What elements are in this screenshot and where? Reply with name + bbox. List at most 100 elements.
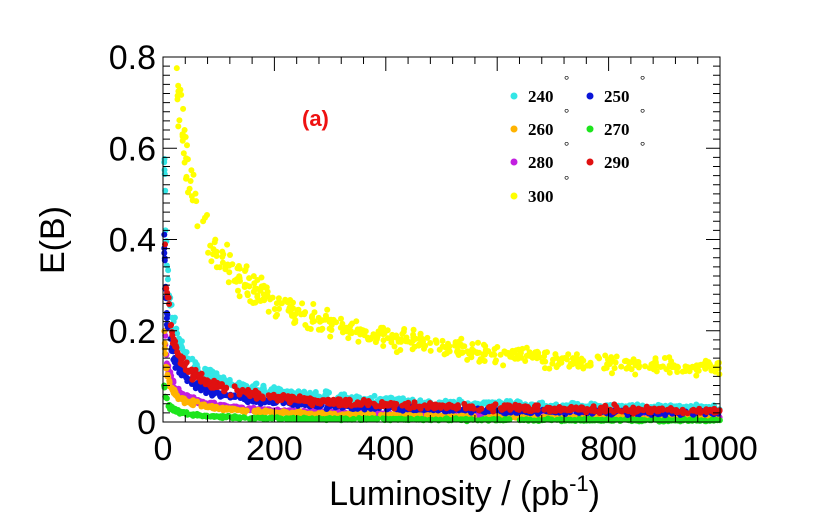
data-point-300 — [642, 363, 648, 370]
data-point-300 — [475, 339, 481, 346]
data-point-300 — [700, 361, 707, 367]
data-point-240 — [324, 388, 331, 395]
data-point-300 — [346, 329, 353, 336]
data-point-300 — [235, 287, 241, 294]
data-point-290 — [177, 360, 184, 367]
data-point-300 — [550, 356, 556, 363]
legend-marker-270 — [586, 125, 594, 133]
data-point-290 — [180, 354, 186, 361]
data-point-300 — [411, 343, 418, 350]
data-point-290 — [427, 401, 434, 408]
data-point-260 — [251, 407, 258, 414]
data-point-240 — [162, 187, 169, 194]
data-point-300 — [341, 327, 347, 334]
data-point-290 — [433, 404, 439, 411]
data-point-300 — [180, 150, 187, 157]
data-point-290 — [174, 349, 181, 356]
data-point-300 — [179, 133, 186, 140]
data-point-300 — [207, 242, 214, 249]
data-point-300 — [714, 360, 721, 367]
data-point-300 — [613, 353, 620, 360]
data-point-290 — [567, 405, 574, 412]
data-point-290 — [622, 405, 629, 412]
data-point-250 — [182, 372, 188, 379]
data-point-300 — [653, 368, 660, 375]
data-point-290 — [630, 404, 637, 411]
data-point-270 — [310, 416, 317, 423]
legend-marker-250 — [586, 92, 594, 100]
data-point-300 — [298, 311, 305, 318]
data-point-300 — [632, 371, 639, 378]
data-point-300 — [494, 344, 501, 350]
data-point-290 — [461, 400, 468, 407]
data-point-300 — [180, 105, 187, 112]
data-point-300 — [421, 345, 427, 352]
data-point-300 — [634, 359, 641, 366]
data-point-290 — [520, 403, 527, 410]
data-point-300 — [205, 249, 212, 256]
x-tick-label: 200 — [246, 430, 303, 468]
legend-degree: ° — [640, 72, 645, 87]
data-point-300 — [271, 306, 278, 312]
data-point-290 — [645, 407, 652, 414]
data-point-270 — [183, 409, 190, 416]
data-point-300 — [250, 288, 257, 295]
data-point-270 — [478, 416, 484, 423]
data-point-300 — [184, 142, 190, 149]
y-tick-label: 0.6 — [109, 130, 156, 168]
data-point-270 — [305, 416, 311, 422]
data-point-300 — [459, 349, 465, 356]
data-point-290 — [166, 301, 173, 307]
data-point-300 — [311, 309, 318, 316]
data-point-300 — [611, 365, 618, 372]
x-axis-title-sup: -1 — [569, 471, 589, 496]
data-point-300 — [398, 337, 405, 344]
data-point-300 — [193, 198, 200, 205]
data-point-300 — [224, 241, 231, 248]
data-point-290 — [325, 396, 331, 403]
data-point-300 — [454, 348, 460, 355]
data-point-240 — [356, 394, 363, 401]
data-point-300 — [485, 348, 492, 355]
data-point-300 — [552, 351, 559, 358]
data-point-300 — [661, 355, 668, 361]
x-tick-label: 1000 — [682, 430, 758, 468]
data-point-300 — [188, 193, 195, 200]
data-point-260 — [179, 395, 186, 402]
data-point-300 — [393, 332, 400, 339]
data-point-300 — [618, 363, 625, 370]
data-point-240 — [178, 338, 185, 345]
data-point-300 — [292, 311, 299, 317]
data-point-300 — [258, 274, 265, 281]
data-point-300 — [427, 340, 434, 346]
x-tick-label: 800 — [580, 430, 637, 468]
x-tick-label: 0 — [154, 430, 173, 468]
data-point-300 — [378, 324, 385, 331]
data-point-260 — [190, 397, 197, 404]
data-point-290 — [380, 403, 387, 410]
data-point-300 — [299, 300, 306, 307]
data-point-290 — [588, 407, 595, 414]
data-point-300 — [292, 317, 299, 324]
data-point-300 — [559, 355, 566, 362]
data-point-290 — [303, 395, 310, 402]
legend-marker-240 — [510, 92, 518, 100]
data-point-290 — [355, 400, 362, 407]
data-point-240 — [169, 314, 176, 321]
data-point-260 — [256, 409, 263, 416]
data-point-290 — [640, 407, 647, 414]
data-point-300 — [252, 299, 259, 306]
data-point-300 — [675, 364, 681, 371]
data-point-270 — [285, 415, 291, 422]
data-point-300 — [419, 335, 426, 342]
data-point-270 — [176, 410, 183, 417]
data-point-300 — [235, 263, 242, 269]
data-point-300 — [679, 368, 686, 375]
data-point-240 — [183, 349, 190, 356]
data-point-270 — [356, 415, 362, 421]
data-point-300 — [443, 350, 450, 357]
data-point-270 — [368, 416, 375, 423]
data-point-260 — [222, 406, 229, 413]
data-point-270 — [232, 414, 239, 421]
data-point-270 — [457, 416, 464, 423]
